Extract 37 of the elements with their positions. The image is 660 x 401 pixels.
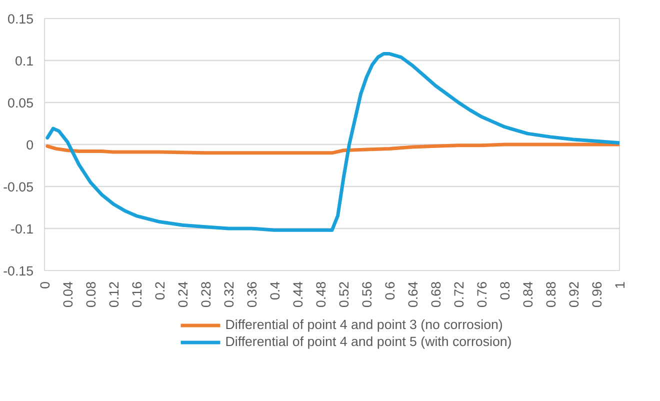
x-tick-label: 0.32: [222, 281, 236, 308]
x-tick-label: 0.96: [590, 281, 604, 308]
y-tick-label: -0.1: [10, 222, 34, 236]
legend-label: Differential of point 4 and point 5 (with corrosion): [225, 334, 512, 349]
y-tick-label: 0.15: [8, 12, 34, 26]
x-tick-label: 0.76: [474, 281, 490, 308]
x-tick-label: 0.8: [498, 281, 512, 300]
y-tick-label: -0.15: [3, 264, 34, 278]
x-tick-label: 0.52: [336, 281, 352, 308]
x-tick-label: 0.08: [84, 281, 98, 308]
x-tick-label: 1: [612, 281, 628, 289]
x-tick-label: 0.28: [198, 281, 214, 308]
x-tick-label: 0.4: [268, 280, 282, 300]
x-tick-label: 0.88: [544, 281, 558, 308]
x-tick-label: 0.64: [406, 280, 420, 308]
legend-label: Differential of point 4 and point 3 (no corrosion): [225, 317, 503, 332]
x-tick-label: 0.48: [314, 281, 328, 308]
x-tick-label: 0.56: [360, 281, 374, 308]
line-series: [46, 142, 620, 155]
x-tick-label: 0.04: [60, 280, 76, 308]
x-tick-label: 0.36: [244, 281, 260, 308]
x-tick-label: 0.2: [152, 281, 168, 300]
x-tick-label: 0.72: [452, 281, 466, 308]
x-tick-label: 0.16: [130, 281, 144, 308]
x-tick-label: 0.84: [520, 280, 536, 308]
x-tick-label: 0.6: [382, 281, 398, 300]
x-tick-label: 0.92: [566, 281, 582, 308]
x-tick-label: 0: [38, 281, 52, 289]
line-series: [46, 52, 620, 232]
x-tick-label: 0.44: [290, 280, 306, 308]
x-tick-label: 0.68: [428, 281, 444, 308]
y-tick-label: -0.05: [3, 180, 34, 194]
y-tick-label: 0.1: [14, 54, 34, 68]
x-tick-label: 0.24: [176, 280, 190, 308]
y-tick-label: 0: [26, 138, 34, 152]
y-tick-label: 0.05: [8, 96, 34, 110]
x-tick-label: 0.12: [106, 281, 122, 308]
